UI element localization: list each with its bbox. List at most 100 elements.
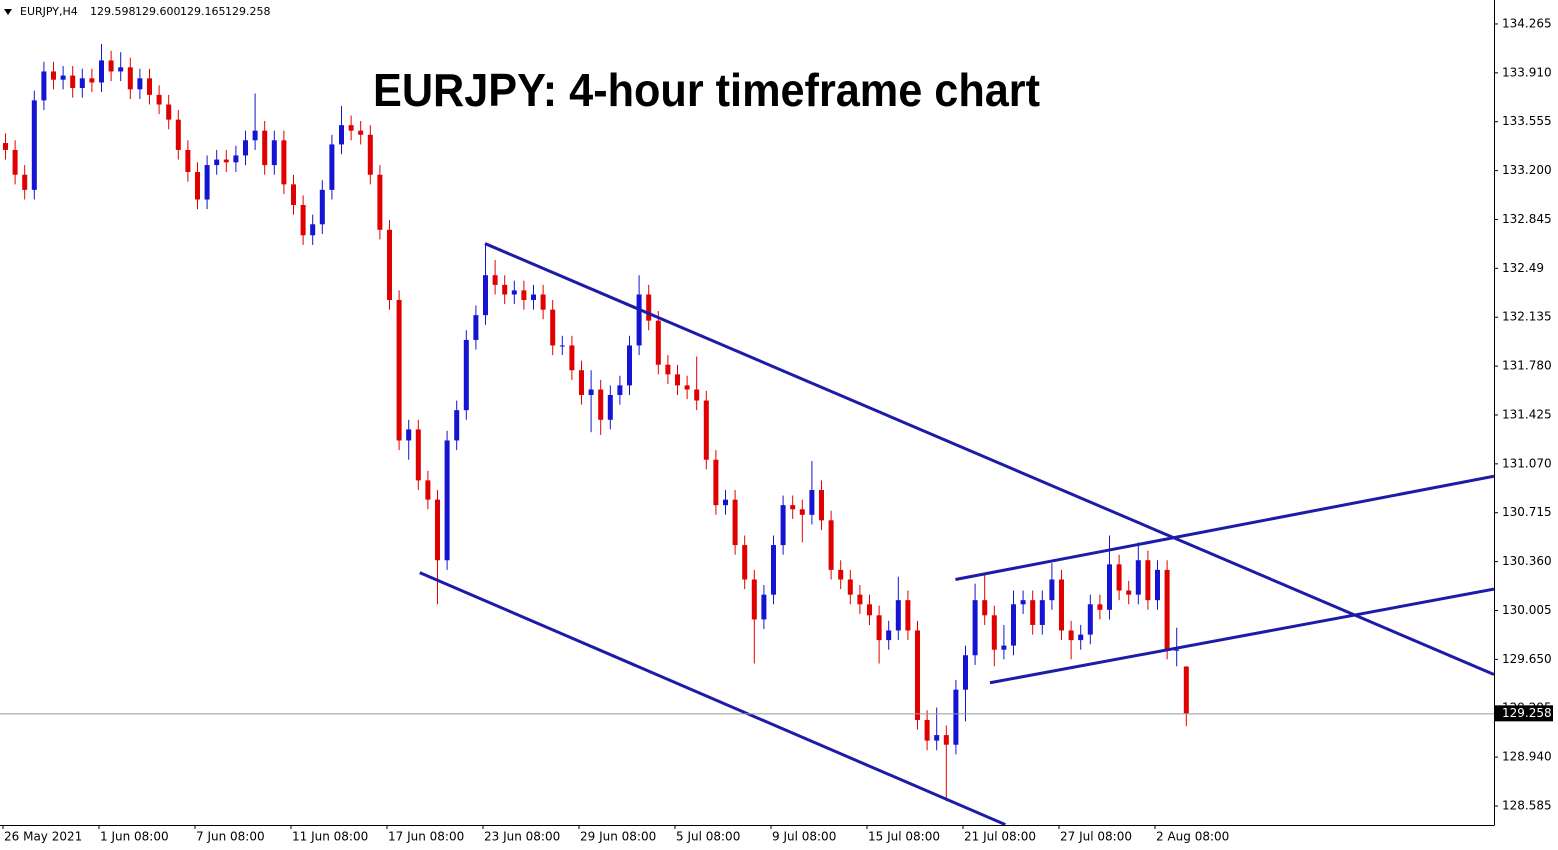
y-tick-label: 130.715 [1502, 505, 1552, 519]
candle-body [137, 78, 143, 90]
candle-body [1126, 590, 1132, 595]
candle-body [1020, 600, 1026, 605]
candle-body [1145, 560, 1151, 601]
candle-body [1078, 634, 1084, 641]
candle-body [1107, 564, 1112, 610]
candle-body [857, 594, 863, 605]
x-tick-label: 21 Jul 08:00 [964, 830, 1036, 844]
candle-body [636, 294, 642, 346]
y-tick-label: 128.940 [1502, 750, 1552, 764]
ohlc-high: 129.600 [135, 5, 181, 18]
candle-body [89, 78, 95, 83]
y-tick-label: 130.360 [1502, 554, 1552, 568]
x-tick-label: 27 Jul 08:00 [1060, 830, 1132, 844]
candle-body [12, 149, 18, 175]
trend-line [955, 474, 1494, 581]
candle-body [291, 184, 296, 206]
candle-body [559, 345, 565, 347]
candle-body [819, 490, 824, 521]
candle-body [895, 600, 901, 631]
symbol: EURJPY,H4 [20, 5, 78, 18]
candle-body [867, 604, 872, 616]
candle-body [175, 119, 181, 150]
candle-body [1049, 579, 1055, 601]
candle-body [761, 594, 767, 620]
candle-body [310, 224, 316, 236]
x-tick-label: 5 Jul 08:00 [676, 830, 740, 844]
candle-body [435, 499, 440, 561]
candle-body [751, 579, 757, 620]
candle-body [108, 60, 114, 72]
candle-body [905, 600, 911, 631]
y-tick-label: 133.555 [1502, 114, 1552, 128]
candle-body [223, 159, 229, 163]
trend-line [419, 571, 1006, 825]
candle-body [502, 284, 508, 295]
candle-body [876, 615, 882, 641]
candle-body [511, 290, 517, 295]
candle-body [588, 389, 594, 396]
y-tick-label: 131.425 [1502, 407, 1552, 421]
candle-body [281, 140, 287, 185]
candle-body [156, 94, 162, 105]
candle-body [991, 615, 997, 650]
candle-body [319, 189, 325, 225]
candle-body [1039, 600, 1045, 625]
candle-body [166, 104, 172, 120]
candle-body [415, 429, 421, 481]
x-tick-label: 23 Jun 08:00 [484, 830, 560, 844]
candle-body [694, 389, 700, 401]
y-tick-label: 132.845 [1502, 212, 1552, 226]
candle-body [204, 165, 210, 200]
trend-line [484, 242, 1494, 676]
candle-body [799, 509, 805, 515]
y-tick-label: 128.585 [1502, 798, 1552, 812]
candle-body [924, 719, 930, 741]
y-tick-label: 130.005 [1502, 603, 1552, 617]
candle-body [127, 67, 133, 90]
candle-body [1030, 600, 1036, 625]
candle-body [780, 505, 786, 546]
x-tick-label: 29 Jun 08:00 [580, 830, 656, 844]
candle-body [665, 364, 671, 375]
candle-body [396, 300, 402, 441]
candle-body [463, 339, 469, 411]
candle-body [723, 499, 728, 506]
candle-body [1174, 649, 1180, 651]
candle-body [1183, 666, 1189, 714]
y-tick-label: 133.200 [1502, 163, 1552, 177]
y-tick-label: 131.780 [1502, 359, 1552, 373]
x-tick-label: 2 Aug 08:00 [1156, 830, 1229, 844]
chart-title: EURJPY: 4-hour timeframe chart [373, 64, 1040, 116]
candle-body [41, 71, 47, 101]
candle-body [1011, 604, 1016, 646]
candle-body [1155, 569, 1160, 601]
candle-body [99, 60, 104, 83]
candle-body [713, 459, 719, 506]
candle-body [963, 655, 968, 690]
candle-body [79, 78, 85, 88]
candle-body [492, 275, 498, 285]
candle-body [406, 429, 412, 441]
y-tick-label: 132.135 [1502, 310, 1552, 324]
menu-arrow[interactable] [4, 9, 12, 15]
candle-body [972, 600, 978, 656]
candle-body [675, 374, 680, 386]
y-tick-label: 131.070 [1502, 456, 1552, 470]
candle-body [377, 174, 383, 230]
ohlc-close: 129.258 [225, 5, 271, 18]
x-tick-label: 1 Jun 08:00 [100, 830, 169, 844]
candle-body [444, 440, 450, 561]
x-tick-label: 15 Jul 08:00 [868, 830, 940, 844]
candle-body [473, 315, 479, 340]
candle-body [934, 735, 940, 741]
candle-body [809, 490, 815, 515]
candle-body [953, 689, 959, 745]
candle-body [617, 385, 623, 396]
candle-body [300, 205, 306, 236]
x-tick-label: 9 Jul 08:00 [772, 830, 836, 844]
candle-body [982, 600, 988, 616]
candle-body [607, 395, 613, 420]
